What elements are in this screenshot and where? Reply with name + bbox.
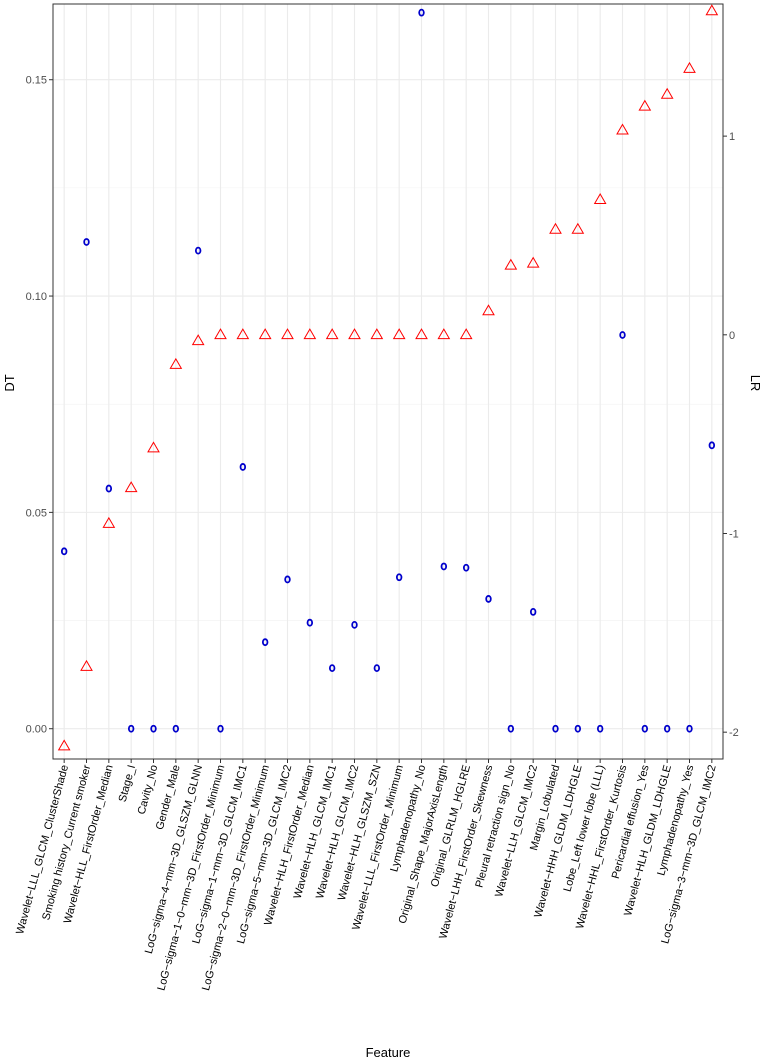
lr-point — [281, 328, 294, 340]
x-axis-title: Feature — [366, 1045, 411, 1060]
dt-point — [127, 724, 135, 733]
dt-point — [83, 238, 90, 246]
dt-point — [60, 547, 68, 556]
lr-point — [348, 328, 361, 340]
dt-point — [440, 562, 448, 571]
plot-border — [52, 3, 724, 760]
lr-point — [147, 441, 160, 453]
lr-point — [236, 328, 250, 340]
lr-point — [660, 87, 674, 99]
dt-point — [261, 638, 269, 647]
category-label: Cavity_No — [136, 764, 161, 816]
dt-point — [663, 724, 671, 733]
lr-point — [504, 258, 518, 270]
dt-point — [217, 724, 224, 733]
lr-point — [526, 256, 540, 268]
right-tick-label: 0 — [729, 330, 735, 342]
dt-point — [708, 441, 716, 450]
lr-point — [705, 4, 719, 16]
dt-point — [462, 563, 470, 572]
dt-point — [507, 724, 515, 733]
dt-point — [373, 664, 381, 673]
dt-point — [418, 8, 425, 17]
lr-point — [593, 193, 607, 205]
lr-point — [571, 222, 585, 234]
lr-point — [638, 99, 652, 111]
lr-point — [102, 516, 116, 528]
lr-point — [392, 328, 406, 340]
dt-point — [306, 618, 314, 627]
category-label: Stage_I — [117, 764, 138, 804]
y-axis-title-right: LR — [748, 375, 763, 392]
left-tick-label: 0.15 — [26, 75, 47, 87]
lr-point — [80, 659, 93, 671]
lr-point — [124, 481, 138, 493]
lr-point — [258, 328, 272, 340]
left-tick-label: 0.00 — [26, 724, 47, 736]
left-tick-label: 0.05 — [26, 507, 47, 519]
dt-point — [529, 607, 537, 616]
lr-point — [482, 304, 495, 316]
dt-point — [619, 331, 626, 339]
dt-point — [552, 724, 559, 733]
dt-point — [395, 573, 403, 582]
lr-point — [325, 328, 339, 340]
dt-point — [194, 246, 202, 255]
lr-point — [191, 334, 205, 346]
dt-point — [686, 724, 693, 733]
dt-point — [574, 724, 582, 733]
left-axis: 0.00 0.05 0.10 0.15 — [26, 75, 53, 736]
dt-point — [328, 664, 336, 673]
right-tick-label: -2 — [729, 727, 739, 739]
lr-point — [370, 328, 384, 340]
dt-point — [150, 724, 157, 733]
right-axis: -2 -1 0 1 — [723, 131, 739, 739]
lr-point — [616, 123, 629, 135]
dt-point — [485, 595, 492, 603]
lr-point — [415, 328, 428, 340]
lr-point — [437, 328, 451, 340]
grid — [53, 4, 723, 759]
lr-point — [459, 328, 473, 340]
lr-point — [549, 222, 562, 234]
dt-point — [105, 484, 113, 493]
dt-point — [351, 620, 358, 629]
y-axis-title-left: DT — [2, 374, 17, 391]
dt-point — [172, 724, 180, 733]
lr-point — [57, 739, 71, 751]
lr-point — [303, 328, 317, 340]
right-tick-label: -1 — [729, 528, 739, 540]
dt-point — [641, 724, 649, 733]
lr-point — [214, 328, 227, 340]
plot-background — [53, 4, 723, 759]
dt-point — [284, 575, 291, 584]
left-tick-label: 0.10 — [26, 291, 47, 303]
lr-point — [169, 357, 183, 369]
dt-point — [239, 463, 247, 471]
right-tick-label: 1 — [729, 131, 735, 143]
data-marks — [57, 4, 719, 751]
dt-point — [596, 724, 604, 733]
lr-point — [683, 61, 696, 73]
